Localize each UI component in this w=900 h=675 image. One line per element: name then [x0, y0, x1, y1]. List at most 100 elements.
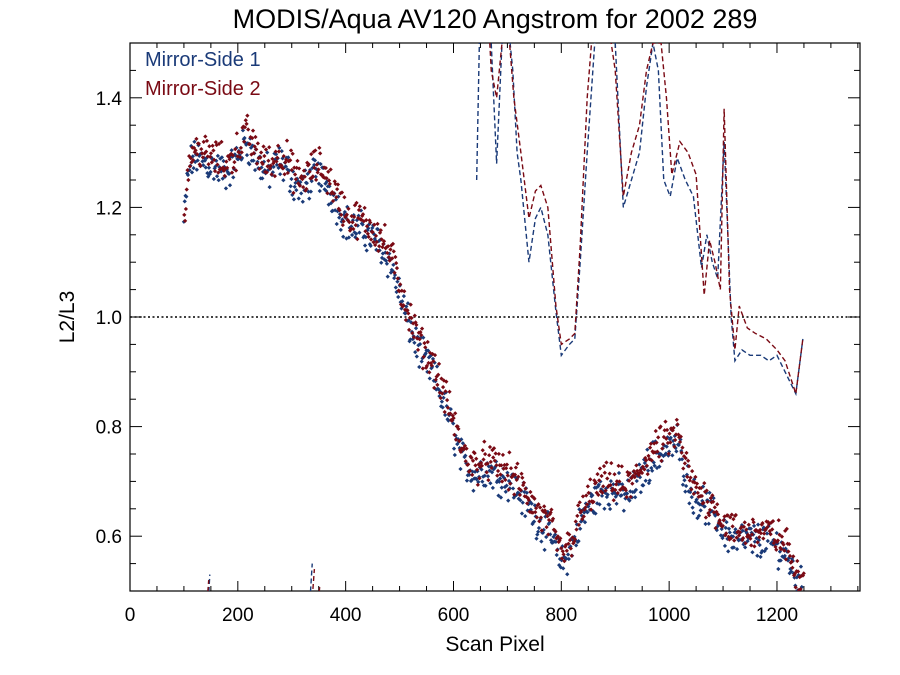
data-point-mirror-side-2	[266, 158, 271, 163]
data-point-mirror-side-1	[300, 199, 305, 204]
data-point-mirror-side-2	[520, 475, 525, 480]
data-point-mirror-side-1	[470, 469, 475, 474]
data-point-mirror-side-1	[506, 498, 511, 503]
data-point-mirror-side-1	[800, 591, 804, 595]
data-point-mirror-side-2	[385, 244, 391, 249]
data-point-mirror-side-1	[520, 500, 525, 505]
data-point-mirror-side-1	[341, 234, 346, 239]
data-point-mirror-side-2	[242, 125, 248, 130]
data-point-mirror-side-1	[313, 174, 318, 179]
data-point-mirror-side-1	[460, 441, 466, 446]
data-point-mirror-side-2	[417, 337, 422, 342]
data-point-mirror-side-1	[694, 497, 699, 502]
data-point-mirror-side-2	[182, 218, 188, 224]
data-point-mirror-side-2	[327, 181, 332, 186]
data-point-mirror-side-1	[294, 187, 299, 193]
data-point-mirror-side-2	[425, 339, 430, 345]
data-point-mirror-side-1	[219, 155, 225, 160]
data-point-mirror-side-2	[250, 128, 256, 133]
data-point-mirror-side-2	[674, 417, 679, 422]
data-point-mirror-side-2	[536, 502, 541, 507]
data-point-mirror-side-2	[597, 478, 602, 483]
data-point-mirror-side-2	[309, 151, 314, 157]
data-point-mirror-side-2	[666, 451, 671, 456]
data-point-mirror-side-1	[641, 483, 646, 488]
data-point-mirror-side-2	[323, 165, 328, 171]
data-point-mirror-side-2	[406, 311, 411, 316]
data-point-mirror-side-2	[364, 224, 370, 229]
data-point-mirror-side-1	[278, 172, 283, 177]
data-point-mirror-side-1	[350, 232, 355, 238]
data-point-mirror-side-2	[244, 121, 249, 126]
data-point-mirror-side-2	[748, 536, 753, 541]
data-point-mirror-side-1	[734, 547, 740, 552]
data-point-mirror-side-1	[312, 158, 318, 163]
data-point-mirror-side-2	[559, 556, 565, 561]
data-point-mirror-side-1	[499, 485, 504, 490]
data-point-mirror-side-1	[554, 552, 559, 558]
data-point-mirror-side-1	[565, 572, 570, 577]
data-point-mirror-side-2	[222, 173, 227, 178]
data-point-mirror-side-2	[302, 174, 307, 179]
data-point-mirror-side-1	[363, 235, 368, 240]
data-point-mirror-side-2	[234, 131, 239, 136]
data-point-mirror-side-1	[185, 172, 191, 178]
data-point-mirror-side-1	[683, 489, 688, 494]
data-point-mirror-side-2	[331, 191, 337, 196]
data-point-mirror-side-2	[262, 153, 267, 159]
data-point-mirror-side-1	[440, 405, 445, 410]
data-point-mirror-side-2	[420, 366, 425, 371]
data-point-mirror-side-1	[338, 227, 343, 233]
data-point-mirror-side-2	[653, 428, 658, 434]
data-point-mirror-side-2	[252, 144, 257, 149]
data-point-mirror-side-1	[299, 191, 304, 196]
data-point-mirror-side-2	[447, 389, 452, 394]
data-point-mirror-side-2	[225, 165, 230, 170]
data-point-mirror-side-2	[247, 141, 252, 147]
data-point-mirror-side-2	[632, 475, 637, 480]
data-point-mirror-side-1	[368, 243, 373, 248]
data-point-mirror-side-1	[364, 248, 369, 253]
data-point-mirror-side-2	[204, 138, 210, 144]
data-point-mirror-side-2	[470, 458, 476, 463]
data-point-mirror-side-2	[453, 411, 458, 416]
x-tick-label: 1000	[648, 605, 690, 626]
data-point-mirror-side-2	[212, 157, 217, 162]
data-point-mirror-side-2	[385, 250, 390, 256]
data-point-mirror-side-2	[267, 145, 272, 150]
data-point-mirror-side-2	[790, 565, 795, 570]
data-point-mirror-side-1	[273, 152, 279, 157]
data-point-mirror-side-2	[209, 160, 214, 165]
data-point-mirror-side-2	[576, 522, 582, 527]
data-point-mirror-side-1	[614, 501, 619, 506]
data-point-mirror-side-1	[452, 452, 457, 458]
data-point-mirror-side-2	[597, 466, 603, 471]
data-point-mirror-side-2	[681, 466, 686, 471]
data-point-mirror-side-2	[601, 484, 606, 489]
data-point-mirror-side-1	[505, 470, 510, 475]
data-point-mirror-side-1	[296, 196, 301, 201]
data-point-mirror-side-1	[395, 279, 400, 284]
data-point-mirror-side-2	[470, 472, 475, 477]
data-point-mirror-side-1	[650, 468, 655, 473]
data-point-mirror-side-1	[596, 482, 601, 487]
data-point-mirror-side-2	[457, 438, 462, 444]
data-point-mirror-side-2	[508, 466, 514, 471]
data-point-mirror-side-2	[740, 535, 746, 541]
data-point-mirror-side-2	[795, 558, 800, 564]
data-point-mirror-side-1	[221, 158, 226, 164]
dashed-fragment-mirror-side-1	[309, 563, 313, 591]
data-point-mirror-side-2	[269, 172, 274, 177]
data-point-mirror-side-2	[758, 531, 764, 536]
data-point-mirror-side-2	[595, 471, 600, 477]
data-point-mirror-side-1	[529, 501, 534, 506]
data-point-mirror-side-2	[538, 505, 543, 510]
data-point-mirror-side-1	[608, 479, 614, 484]
data-point-mirror-side-2	[422, 341, 427, 346]
data-point-mirror-side-2	[607, 471, 612, 476]
data-point-mirror-side-1	[497, 479, 502, 484]
data-point-mirror-side-2	[628, 494, 633, 500]
data-point-mirror-side-2	[614, 482, 619, 487]
data-point-mirror-side-2	[569, 553, 574, 558]
data-point-mirror-side-2	[721, 518, 726, 523]
